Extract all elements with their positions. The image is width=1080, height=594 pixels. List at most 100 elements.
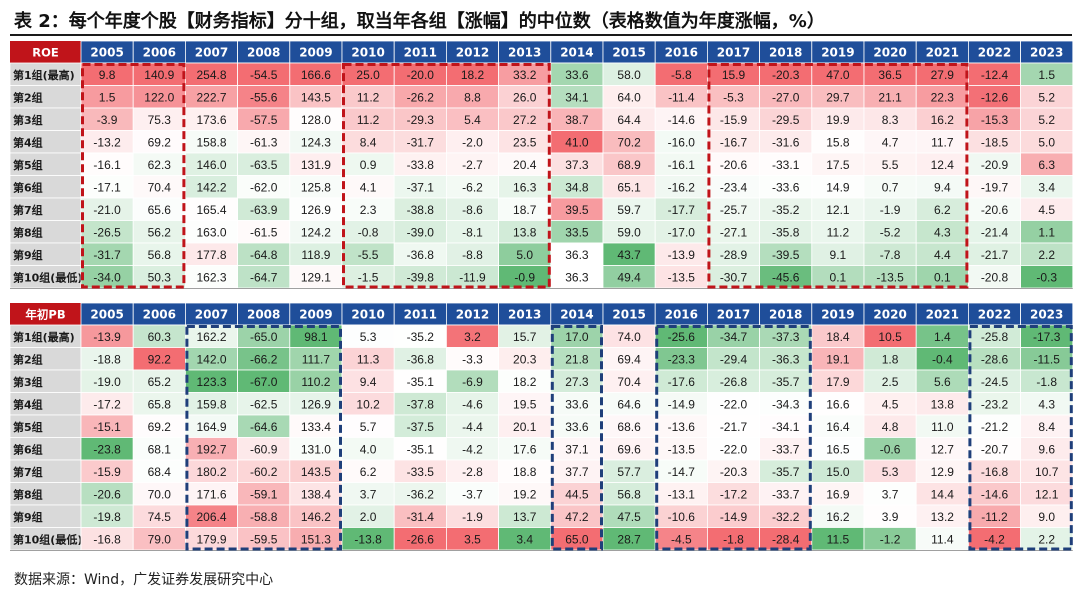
value-label: -21.4 <box>981 225 1009 239</box>
year-header: 2007 <box>195 308 228 322</box>
value-label: 27.9 <box>931 68 955 82</box>
value-label: 125.8 <box>301 180 331 194</box>
row-label: 第8组 <box>13 225 43 239</box>
value-label: -66.2 <box>250 352 278 366</box>
value-label: 143.5 <box>301 465 331 479</box>
value-label: -4.2 <box>462 442 483 456</box>
value-label: 222.7 <box>196 90 226 104</box>
year-header: 2014 <box>560 308 593 322</box>
value-label: 33.6 <box>565 397 589 411</box>
value-label: 69.4 <box>617 352 641 366</box>
highlight-box <box>185 325 342 551</box>
value-label: -12.6 <box>981 90 1009 104</box>
value-label: 1.5 <box>1038 68 1055 82</box>
value-label: 8.8 <box>464 90 481 104</box>
value-label: 15.0 <box>826 465 850 479</box>
row-label: 第9组 <box>13 248 43 262</box>
value-label: 164.9 <box>196 420 226 434</box>
year-header: 2020 <box>873 46 906 60</box>
value-label: -35.8 <box>772 225 800 239</box>
value-label: -5.5 <box>358 248 379 262</box>
value-label: 65.8 <box>148 397 172 411</box>
value-label: -1.8 <box>723 532 744 546</box>
row-label: 第7组 <box>13 465 43 479</box>
corner-label: ROE <box>32 46 59 60</box>
value-label: -16.7 <box>720 135 748 149</box>
value-label: 68.9 <box>617 158 641 172</box>
value-label: 14.4 <box>931 487 955 501</box>
value-label: 68.1 <box>148 442 172 456</box>
value-label: -26.6 <box>407 532 435 546</box>
value-label: -37.5 <box>407 420 435 434</box>
value-label: -17.3 <box>1033 330 1061 344</box>
value-label: 64.4 <box>617 113 641 127</box>
value-label: -39.8 <box>407 270 435 284</box>
value-label: -57.5 <box>250 113 278 127</box>
value-label: -33.5 <box>407 465 435 479</box>
value-label: -17.0 <box>668 225 696 239</box>
value-label: -34.0 <box>93 270 121 284</box>
value-label: -67.0 <box>250 375 278 389</box>
value-label: -22.0 <box>720 397 748 411</box>
value-label: 56.2 <box>148 225 172 239</box>
year-header: 2013 <box>508 46 541 60</box>
value-label: 158.8 <box>196 135 226 149</box>
value-label: 10.2 <box>356 397 380 411</box>
value-label: -39.0 <box>407 225 435 239</box>
value-label: 10.5 <box>878 330 902 344</box>
value-label: -23.2 <box>981 397 1009 411</box>
value-label: 159.8 <box>196 397 226 411</box>
value-label: 47.0 <box>826 68 850 82</box>
value-label: 3.7 <box>882 487 899 501</box>
value-label: -58.8 <box>250 510 278 524</box>
value-label: 13.8 <box>931 397 955 411</box>
value-label: -61.3 <box>250 135 278 149</box>
value-label: -36.8 <box>407 352 435 366</box>
value-label: 2.3 <box>360 203 377 217</box>
value-label: -36.3 <box>772 352 800 366</box>
value-label: 11.5 <box>827 532 850 546</box>
value-label: -36.8 <box>407 248 435 262</box>
value-label: 4.3 <box>934 225 951 239</box>
title-rule <box>10 34 1072 36</box>
value-label: -4.2 <box>984 532 1005 546</box>
value-label: -25.7 <box>720 203 748 217</box>
value-label: -15.9 <box>93 465 121 479</box>
row-label: 第9组 <box>13 510 43 524</box>
row-label: 第1组(最高) <box>13 68 75 82</box>
year-header: 2012 <box>456 46 489 60</box>
value-label: 65.0 <box>565 532 589 546</box>
value-label: 129.1 <box>301 270 331 284</box>
value-label: 79.0 <box>148 532 172 546</box>
value-label: -7.8 <box>880 248 901 262</box>
value-label: 69.2 <box>148 135 172 149</box>
value-label: 17.6 <box>513 442 537 456</box>
value-label: -0.9 <box>514 270 535 284</box>
value-label: -16.1 <box>668 158 696 172</box>
year-header: 2008 <box>247 46 280 60</box>
value-label: -35.1 <box>407 442 435 456</box>
row-label: 第2组 <box>13 90 43 104</box>
value-label: -62.5 <box>250 397 278 411</box>
value-label: -8.6 <box>462 203 483 217</box>
value-label: 14.9 <box>826 180 850 194</box>
value-label: -29.3 <box>407 113 435 127</box>
value-label: -60.2 <box>250 465 278 479</box>
value-label: -31.4 <box>407 510 435 524</box>
value-label: 69.6 <box>617 442 641 456</box>
value-label: -2.0 <box>462 135 483 149</box>
value-label: 8.4 <box>1038 420 1055 434</box>
year-header: 2015 <box>612 46 645 60</box>
value-label: -36.2 <box>407 487 435 501</box>
year-header: 2020 <box>873 308 906 322</box>
value-label: -0.6 <box>880 442 901 456</box>
value-label: -20.0 <box>407 68 435 82</box>
value-label: 4.5 <box>882 397 899 411</box>
value-label: 11.2 <box>357 113 380 127</box>
value-label: -17.7 <box>668 203 696 217</box>
value-label: 128.0 <box>301 113 331 127</box>
year-header: 2023 <box>1030 46 1063 60</box>
value-label: 5.2 <box>1038 113 1055 127</box>
value-label: 179.9 <box>196 532 226 546</box>
year-header: 2014 <box>560 46 593 60</box>
